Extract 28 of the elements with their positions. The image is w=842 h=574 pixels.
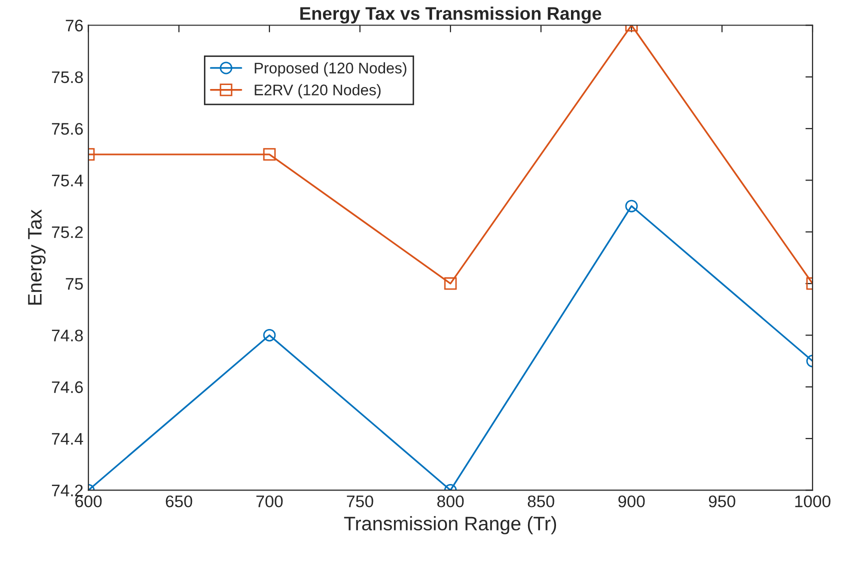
y-tick-label: 76	[66, 20, 83, 32]
x-tick-label: 1000	[795, 495, 830, 508]
point	[263, 148, 276, 161]
y-tick-label: 75.4	[52, 174, 84, 186]
x-tick-label: 700	[256, 495, 283, 508]
x-axis-title: Transmission Range (Tr)	[344, 516, 556, 534]
x-tick-label: 950	[708, 495, 736, 508]
y-tick-label: 75.8	[52, 71, 83, 84]
y-tick-label: 74.6	[52, 381, 83, 394]
x-tick-label: 650	[166, 495, 192, 508]
x-tick-label: 850	[528, 495, 554, 508]
legend-label: E2RV (120 Nodes)	[254, 84, 381, 98]
y-tick-label: 74.4	[52, 433, 84, 445]
y-tick-label: 75	[66, 278, 83, 290]
chart-title: Energy Tax vs Transmission Range	[300, 6, 602, 24]
y-tick-label: 75.6	[52, 122, 83, 135]
legend-label: Proposed (120 Nodes)	[254, 62, 406, 76]
point	[625, 200, 638, 212]
y-tick-label: 75.2	[52, 226, 83, 238]
y-tick-label: 74.8	[52, 330, 83, 342]
point	[263, 328, 276, 342]
y-axis-title: Energy Tax	[28, 209, 46, 305]
x-tick-label: 800	[437, 495, 464, 508]
x-tick-label: 600	[75, 495, 102, 508]
x-tick-label: 750	[346, 495, 374, 508]
x-tick-label: 900	[618, 495, 645, 508]
point	[444, 277, 457, 290]
y-tick-label: 74.2	[52, 484, 83, 496]
